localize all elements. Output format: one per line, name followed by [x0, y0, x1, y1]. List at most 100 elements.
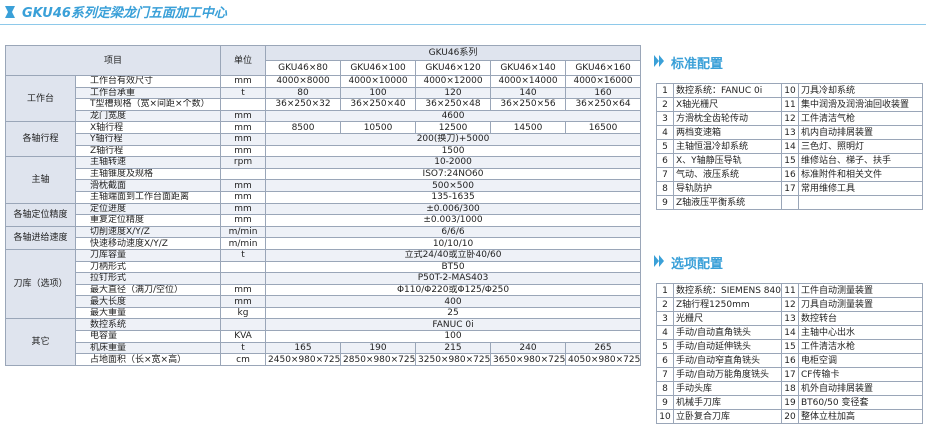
row-label: 机床重量	[74, 341, 222, 355]
group-name: 各轴定位精度	[5, 202, 76, 227]
item-number: 4	[656, 125, 674, 140]
spec-value: 2450×980×725	[265, 353, 342, 366]
item-text: 机械手刀库	[673, 395, 782, 410]
item-text: 集中润滑及润滑油回收装置	[798, 97, 923, 112]
row-label: 定位进度	[74, 202, 222, 216]
spec-value: 4000×16000	[565, 75, 642, 88]
item-text: 刀具自动测量装置	[798, 297, 923, 312]
item-text: 机外自动排屑装置	[798, 381, 923, 396]
spec-value: 36×250×40	[340, 98, 417, 111]
row-label: 主轴锥度及规格	[74, 167, 222, 181]
row-label: 最大长度	[74, 295, 222, 308]
row-label: 最大直径（满刀/空位）	[74, 283, 222, 297]
spec-row: 主轴端面到工作台面距离 mm 135-1635	[6, 190, 642, 204]
item-number: 17	[781, 367, 799, 382]
item-number: 10	[781, 83, 799, 98]
spec-value: 12500	[415, 121, 492, 134]
spec-row: 龙门宽度 mm 4600	[6, 109, 642, 123]
item-number: 16	[781, 353, 799, 368]
item-text: 气动、液压系统	[673, 167, 782, 182]
spec-value: 4000×8000	[265, 75, 342, 88]
item-number: 6	[656, 353, 674, 368]
spec-value: 36×250×56	[490, 98, 567, 111]
spec-row: 最大重量 kg 25	[6, 306, 642, 320]
optional-title: 选项配置	[671, 257, 724, 272]
group-name: 各轴行程	[5, 121, 76, 158]
item-number: 14	[781, 325, 799, 340]
item-text: Z轴行程1250mm	[673, 297, 782, 312]
item-number: 13	[781, 125, 799, 140]
header-series: GKU46系列	[265, 45, 642, 61]
row-label: 刀库容量	[74, 248, 222, 262]
item-number: 15	[781, 153, 799, 168]
item-text: 数控转台	[798, 311, 923, 326]
item-number: 19	[781, 395, 799, 410]
row-label: 切削速度X/Y/Z	[74, 225, 222, 239]
model-name: GKU46×160	[565, 60, 642, 76]
spec-value: BT50	[265, 260, 642, 274]
spec-value: 4000×12000	[415, 75, 492, 88]
spec-row: 工作台 工作台有效尺寸 mm 4000×8000 4000×10000 4000×1200…	[5, 74, 642, 123]
model-name: GKU46×80	[265, 60, 342, 76]
config-row: 2 Z轴行程1250mm 12 刀具自动测量装置	[656, 297, 923, 312]
spec-value: 25	[265, 306, 642, 320]
row-unit: rpm	[220, 156, 267, 169]
item-text: 手动/自动直角铣头	[673, 325, 782, 340]
row-unit: t	[220, 248, 267, 262]
config-row: 8 手动头库 18 机外自动排屑装置	[656, 381, 923, 396]
empty-cell	[781, 195, 799, 210]
row-unit: mm	[220, 202, 267, 216]
config-row: 10 立卧复合刀库 20 整体立柱加高	[656, 409, 923, 424]
config-row: 5 手动/自动延伸铣头 15 工件清洁水枪	[656, 339, 923, 354]
config-row: 4 两档变速箱 13 机内自动排屑装置	[656, 125, 923, 140]
row-label: 快速移动速度X/Y/Z	[74, 237, 222, 250]
config-row: 8 导轨防护 17 常用维修工具	[656, 181, 923, 196]
item-number: 13	[781, 311, 799, 326]
row-unit: mm	[220, 179, 267, 192]
item-text: 手动/自动延伸铣头	[673, 339, 782, 354]
row-label: 工作台有效尺寸	[74, 75, 222, 88]
spec-value: 3250×980×725	[415, 353, 492, 366]
row-label: 龙门宽度	[74, 109, 222, 123]
item-text: 光栅尺	[673, 311, 782, 326]
row-unit: mm	[220, 121, 267, 134]
row-label: 刀柄形式	[74, 260, 222, 274]
header-row: 项目 单位 GKU46系列	[4, 45, 642, 76]
config-row: 1 数控系统：FANUC 0i 10 刀具冷却系统	[656, 83, 923, 98]
item-number: 9	[656, 195, 674, 210]
spec-row: 刀库（选项） 刀库容量 t 立式24/40或立卧40/60	[5, 248, 642, 320]
row-unit: mm	[220, 144, 267, 158]
spec-table: 项目 单位 GKU46系列 GKU46×80 GKU46×100 GKU46×120 GKU…	[4, 45, 642, 366]
row-label: 重复定位精度	[74, 214, 222, 227]
item-text: 常用维修工具	[798, 181, 923, 196]
spec-row: 重复定位精度 mm ±0.003/1000	[6, 214, 642, 227]
row-label: 占地面积（长×宽×高）	[74, 353, 222, 366]
spec-value: 215	[415, 341, 492, 355]
item-number: 12	[781, 111, 799, 126]
spec-row: Z轴行程 mm 1500	[6, 144, 642, 158]
item-number: 5	[656, 339, 674, 354]
header-item: 项目	[4, 45, 222, 76]
spec-value: 240	[490, 341, 567, 355]
item-text: CF传输卡	[798, 367, 923, 382]
spec-row: 其它 数控系统 FANUC 0i	[5, 318, 642, 366]
spec-value: 10-2000	[265, 156, 642, 169]
spec-value: 200(换刀)+5000	[265, 132, 642, 146]
item-text: 标准附件和相关文件	[798, 167, 923, 182]
spec-value: 160	[565, 86, 642, 100]
spec-value: 80	[265, 86, 342, 100]
row-unit: mm	[220, 214, 267, 227]
row-unit: t	[220, 86, 267, 100]
row-label: 数控系统	[74, 318, 222, 332]
spec-row: 主轴 主轴转速 rpm 10-2000	[5, 156, 642, 204]
spec-row: 各轴定位精度 定位进度 mm ±0.006/300	[5, 202, 642, 227]
row-label: 工作台承重	[74, 86, 222, 100]
group-name: 主轴	[5, 156, 76, 204]
spec-value: ISO7:24NO60	[265, 167, 642, 181]
config-row: 6 X、Y轴静压导轨 15 维修站台、梯子、扶手	[656, 153, 923, 168]
config-row: 6 手动/自动窄直角铣头 16 电柜空调	[656, 353, 923, 368]
standard-title: 标准配置	[671, 57, 724, 72]
